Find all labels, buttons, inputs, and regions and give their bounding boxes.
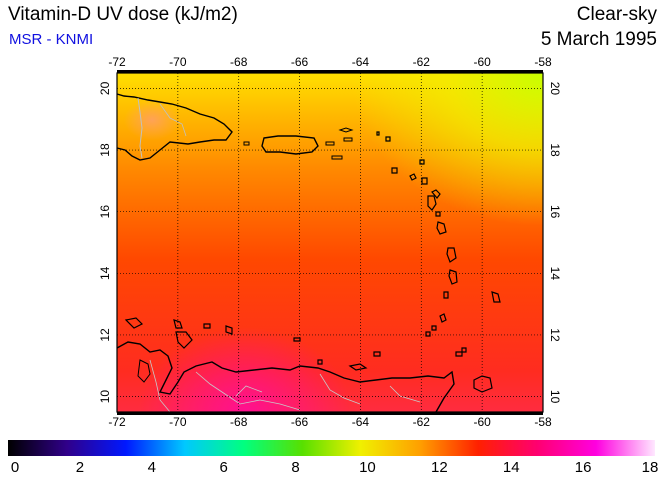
lon-tick-label-top: -58 (534, 55, 552, 69)
colorbar (8, 440, 655, 456)
lat-tick-label-right: 12 (548, 328, 562, 342)
colorbar-tick-label: 4 (147, 459, 156, 476)
top-border-bar (117, 70, 543, 73)
colorbar-tick-label: 8 (291, 459, 300, 476)
colorbar-tick-label: 16 (574, 459, 592, 476)
lon-tick-label-bottom: -64 (352, 415, 370, 429)
lon-tick-label-bottom: -72 (108, 415, 126, 429)
source-label: MSR - KNMI (9, 31, 94, 48)
lat-tick-label-left: 12 (98, 328, 112, 342)
mona-island (243, 141, 250, 146)
colorbar-tick-label: 6 (219, 459, 228, 476)
hispaniola-highland-hotspot (124, 100, 180, 140)
lat-tick-label-right: 16 (548, 205, 562, 219)
colorbar-tick-label: 18 (641, 459, 659, 476)
lon-tick-label-top: -72 (108, 55, 126, 69)
graticule (117, 73, 543, 412)
colorbar-tick-label: 10 (359, 459, 376, 476)
lat-tick-label-left: 14 (98, 266, 112, 280)
lat-tick-label-right: 20 (548, 82, 562, 96)
colorbar-tick-label: 2 (75, 459, 85, 476)
virgin-island-2 (343, 137, 353, 142)
lon-tick-label-bottom: -60 (473, 415, 491, 429)
lon-tick-label-top: -62 (413, 55, 431, 69)
lat-tick-label-left: 20 (98, 81, 112, 95)
lat-tick-label-left: 16 (98, 205, 112, 219)
date-label: 5 March 1995 (540, 29, 657, 50)
dominican-haiti-border (137, 97, 143, 159)
south-america-coastline (116, 341, 455, 413)
lon-tick-label-bottom: -66 (291, 415, 309, 429)
lon-tick-label-top: -64 (352, 55, 370, 69)
lat-tick-label-left: 18 (98, 143, 112, 157)
vieques-island (331, 155, 343, 160)
lon-tick-label-top: -60 (473, 55, 491, 69)
colorbar-tick-label: 12 (430, 459, 448, 476)
uv-field-southwest-gradient (117, 73, 543, 412)
lon-tick-label-bottom: -58 (534, 415, 552, 429)
inland-borders (149, 359, 421, 413)
lat-tick-label-left: 10 (98, 390, 112, 404)
lon-tick-label-bottom: -68 (230, 415, 248, 429)
map-plot-area (116, 70, 544, 415)
northern-coast-border (159, 103, 187, 137)
lon-tick-label-top: -66 (291, 55, 309, 69)
lon-tick-label-bottom: -70 (169, 415, 187, 429)
lon-tick-label-top: -68 (230, 55, 248, 69)
virgin-island-1 (338, 127, 354, 133)
map-title: Vitamin-D UV dose (kJ/m2) (8, 4, 238, 25)
lat-tick-label-right: 10 (548, 390, 562, 404)
margarita-island (348, 363, 368, 371)
lesser-antilles (376, 131, 501, 357)
lake-maracaibo (137, 359, 151, 383)
culebra-island (325, 141, 335, 146)
lon-tick-label-top: -70 (169, 55, 187, 69)
colorbar-tick-label: 0 (10, 459, 20, 476)
lat-tick-label-right: 18 (548, 143, 562, 157)
colorbar-tick-label: 14 (502, 459, 520, 476)
lon-tick-label-bottom: -62 (413, 415, 431, 429)
axis-tick-labels: -72 -72 -70 -70 -68 -68 -66 -66 -64 -64 -62 -62 -60 -… (98, 55, 562, 429)
hispaniola-coastline (116, 93, 233, 161)
bottom-border-bar (117, 412, 543, 415)
lat-tick-label-right: 14 (548, 267, 562, 281)
sky-condition-label: Clear-sky (576, 4, 657, 25)
